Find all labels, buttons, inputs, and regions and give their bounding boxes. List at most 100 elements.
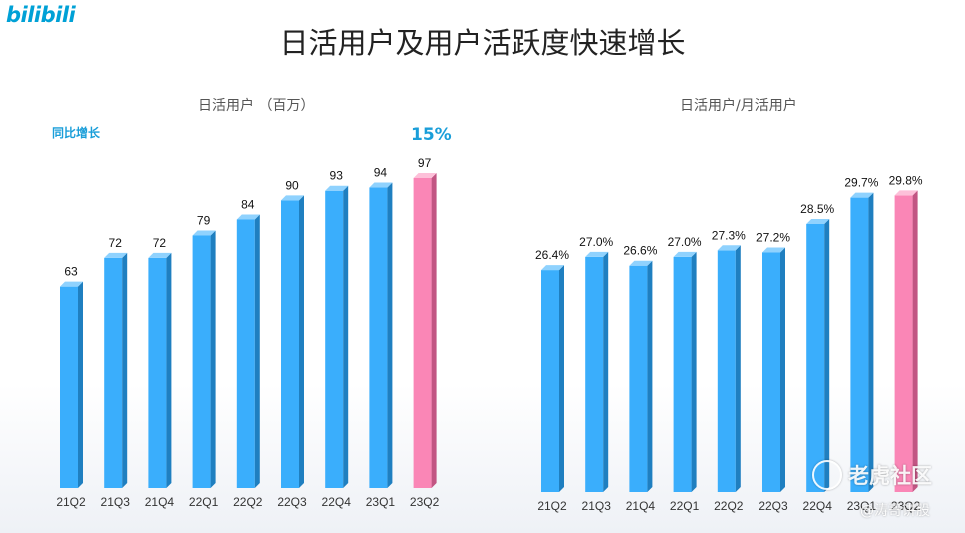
bar-21Q4	[148, 252, 172, 488]
x-tick-label: 21Q3	[582, 499, 612, 513]
bar-top	[281, 195, 304, 201]
bilibili-logo: bilibili	[6, 3, 76, 27]
bar-top	[369, 182, 393, 188]
dau-mau-ratio-bar-chart: 26.4% 21Q2 27.0% 21Q3 26.6% 21Q4 27.0% 22Q1 27.3…	[535, 173, 923, 513]
bar-top	[192, 230, 216, 236]
x-tick-label: 23Q1	[366, 495, 396, 509]
bar-22Q3	[762, 247, 785, 492]
data-label: 27.3%	[712, 228, 746, 242]
bar-front	[585, 256, 604, 492]
watermark-author: @涛哥讲股	[860, 503, 930, 519]
data-label: 27.2%	[756, 231, 790, 245]
bar-front	[281, 200, 299, 489]
bar-23Q2	[894, 190, 918, 492]
bar-top	[717, 245, 741, 251]
x-tick-label: 22Q4	[322, 495, 352, 509]
bar-side	[735, 245, 741, 492]
page-title: 日活用户及用户活跃度快速增长	[279, 26, 686, 60]
bar-side	[559, 265, 564, 492]
bar-side	[647, 260, 653, 492]
bar-top	[60, 281, 83, 287]
data-label: 29.8%	[889, 173, 923, 187]
x-tick-label: 22Q3	[277, 495, 307, 509]
bar-top	[673, 251, 697, 257]
data-label: 72	[153, 236, 167, 250]
data-label: 84	[241, 198, 255, 212]
bar-front	[717, 250, 736, 492]
bar-23Q1	[850, 192, 874, 493]
x-tick-label: 22Q1	[189, 495, 219, 509]
bar-top	[541, 265, 564, 271]
x-tick-label: 22Q1	[670, 499, 700, 513]
bar-22Q1	[673, 251, 697, 492]
bar-side	[254, 214, 260, 488]
x-tick-label: 22Q2	[714, 499, 744, 513]
bar-side	[868, 192, 874, 493]
bar-front	[325, 190, 344, 488]
bar-21Q2	[60, 281, 83, 488]
yoy-growth-value: 15%	[411, 125, 452, 145]
bar-22Q2	[717, 245, 741, 492]
x-tick-label: 22Q4	[803, 499, 833, 513]
bar-23Q2	[413, 172, 437, 489]
bar-23Q1	[369, 182, 393, 489]
data-label: 27.0%	[579, 235, 613, 249]
x-tick-label: 21Q4	[626, 499, 656, 513]
bar-front	[806, 223, 825, 492]
bar-side	[780, 247, 785, 492]
data-label: 79	[197, 213, 211, 227]
x-tick-label: 23Q2	[891, 499, 921, 513]
data-label: 26.6%	[623, 244, 657, 258]
data-label: 63	[64, 265, 78, 279]
bar-21Q3	[585, 251, 609, 492]
right-chart-title: 日活用户/月活用户	[680, 98, 797, 114]
bar-front	[762, 252, 780, 492]
bar-top	[850, 192, 874, 198]
x-tick-label: 23Q2	[410, 495, 440, 509]
bar-front	[148, 257, 167, 488]
x-tick-label: 21Q4	[145, 495, 175, 509]
data-label: 97	[418, 156, 432, 170]
bar-side	[78, 281, 83, 488]
bar-21Q4	[629, 260, 653, 492]
bar-top	[325, 185, 349, 191]
bar-top	[762, 247, 785, 253]
tiger-logo-icon	[812, 460, 842, 490]
bar-21Q2	[541, 265, 564, 492]
bar-front	[192, 235, 211, 488]
watermark-brand: 老虎社区	[848, 464, 932, 488]
bar-top	[894, 190, 918, 196]
watermark: 老虎社区 @涛哥讲股	[812, 458, 962, 528]
bar-front	[629, 265, 648, 492]
bar-side	[431, 172, 437, 489]
bar-22Q4	[325, 185, 349, 488]
dau-bar-chart: 63 21Q2 72 21Q3 72 21Q4 79 22Q1 84 22Q2 90 22Q3 93 22…	[56, 156, 439, 509]
bar-side	[299, 195, 304, 489]
x-tick-label: 22Q3	[758, 499, 788, 513]
bar-side	[343, 185, 349, 488]
bar-front	[369, 187, 388, 489]
bar-front	[413, 177, 432, 489]
bar-front	[236, 219, 255, 488]
left-chart-title: 日活用户 （百万）	[198, 98, 315, 114]
bar-top	[585, 251, 609, 257]
data-label: 27.0%	[668, 235, 702, 249]
yoy-growth-label: 同比增长	[52, 126, 101, 140]
bar-side	[912, 190, 918, 492]
bar-side	[210, 230, 216, 488]
bar-22Q1	[192, 230, 216, 488]
bar-front	[104, 257, 123, 488]
bar-21Q3	[104, 252, 128, 488]
bar-front	[673, 256, 692, 492]
data-label: 72	[109, 236, 123, 250]
x-tick-label: 23Q1	[847, 499, 877, 513]
bar-side	[122, 252, 128, 488]
data-label: 90	[285, 178, 299, 192]
bar-top	[806, 218, 830, 224]
bar-22Q4	[806, 218, 830, 492]
data-label: 26.4%	[535, 248, 569, 262]
data-label: 93	[330, 169, 344, 183]
bar-side	[387, 182, 393, 489]
bar-side	[603, 251, 609, 492]
